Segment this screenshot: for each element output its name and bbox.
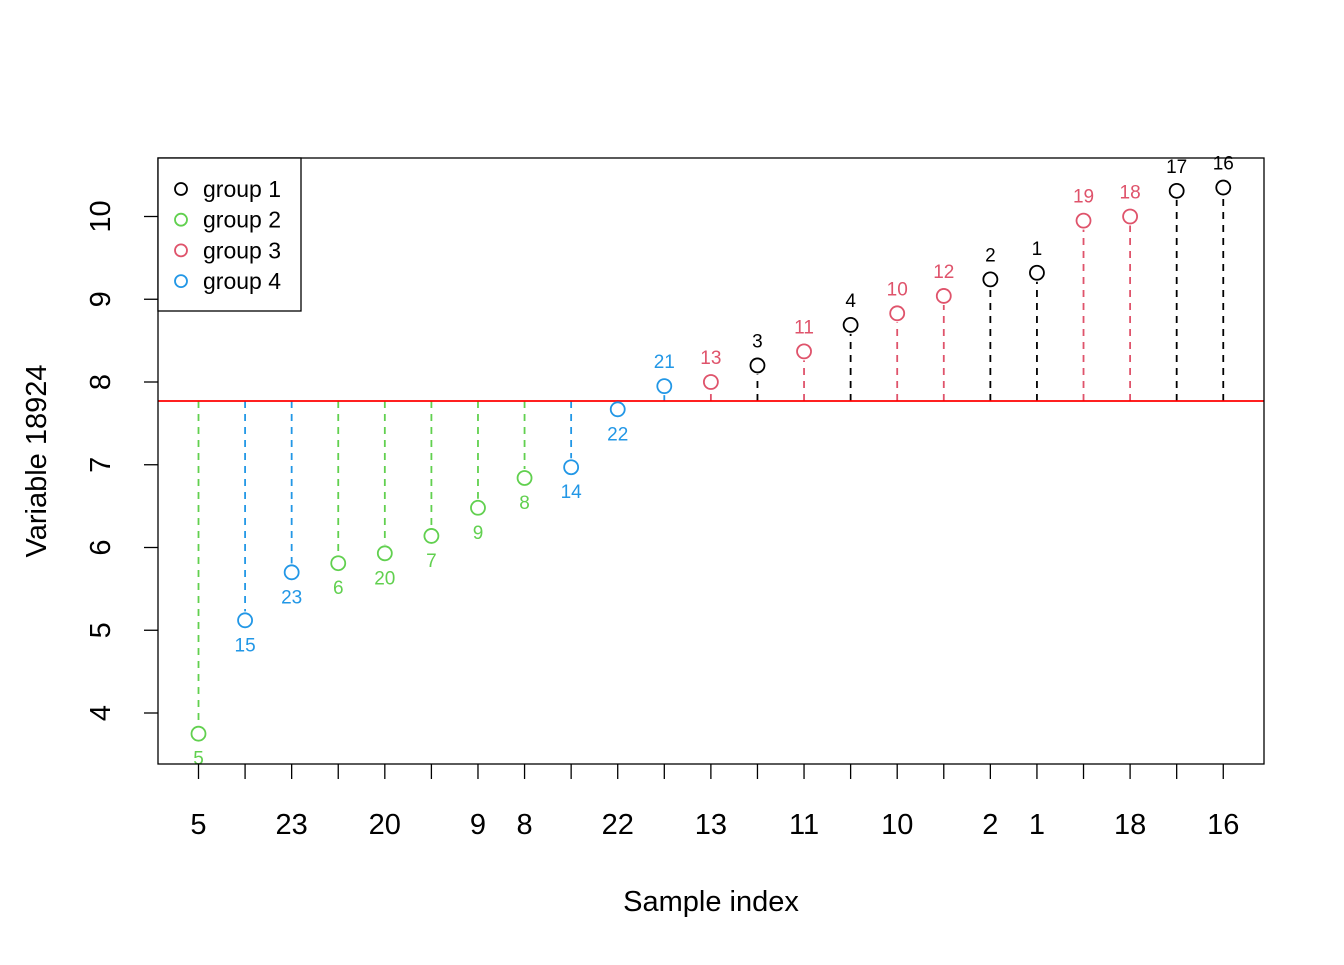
x-tick-label: 8 [516, 809, 532, 841]
x-tick-label: 2 [982, 809, 998, 841]
legend-label: group 1 [203, 176, 281, 202]
point-label: 8 [519, 493, 530, 514]
y-tick-label: 6 [85, 539, 117, 555]
legend: group 1 group 2 group 3 group 4 [157, 157, 302, 312]
y-tick-label: 7 [85, 457, 117, 473]
x-tick-label: 13 [695, 809, 727, 841]
data-point [842, 317, 859, 333]
y-tick-label: 5 [85, 622, 117, 638]
x-tick-label: 20 [369, 809, 401, 841]
point-label: 14 [561, 482, 583, 503]
plot-frame [157, 157, 1265, 765]
x-tick-label: 9 [470, 809, 486, 841]
data-point [376, 545, 393, 562]
point-label: 9 [473, 523, 484, 544]
point-label: 2 [985, 245, 996, 266]
point-label: 18 [1120, 183, 1141, 204]
point-label: 6 [333, 578, 344, 599]
x-tick-label: 5 [190, 809, 206, 841]
y-tick-label: 9 [85, 291, 117, 307]
point-label: 5 [193, 749, 204, 770]
y-tick-label: 4 [85, 705, 117, 721]
data-point [609, 401, 626, 418]
point-label: 15 [235, 635, 256, 656]
data-point [190, 725, 207, 742]
legend-marker [174, 212, 188, 227]
data-point [423, 528, 440, 544]
legend-marker [174, 274, 188, 289]
data-point [1168, 182, 1185, 199]
y-tick-label: 8 [85, 374, 117, 390]
point-label: 11 [794, 317, 814, 338]
x-tick-label: 1 [1029, 809, 1045, 841]
legend-marker [174, 243, 188, 258]
data-point [702, 374, 719, 390]
data-point [1029, 264, 1045, 281]
point-label: 16 [1213, 154, 1234, 175]
x-tick-label: 10 [881, 809, 913, 841]
data-point [237, 612, 253, 629]
data-point [516, 470, 533, 486]
legend-marker [174, 182, 188, 196]
point-label: 3 [752, 331, 763, 352]
data-point [935, 288, 952, 304]
point-label: 23 [281, 587, 302, 608]
x-axis-title: Sample index [623, 886, 799, 918]
point-label: 7 [426, 551, 437, 572]
point-label: 4 [845, 291, 856, 312]
point-label: 22 [607, 424, 628, 445]
point-label: 19 [1073, 187, 1094, 208]
data-point [656, 378, 673, 395]
data-point [563, 459, 580, 476]
point-label: 1 [1032, 239, 1043, 260]
x-tick-label: 23 [276, 809, 308, 841]
x-tick-label: 22 [602, 809, 634, 841]
data-point [1075, 212, 1092, 229]
data-point [470, 499, 486, 516]
data-point [796, 343, 812, 360]
y-tick-label: 10 [85, 200, 117, 232]
legend-label: group 3 [203, 237, 281, 263]
data-point [1215, 179, 1232, 196]
legend-label: group 2 [203, 207, 281, 233]
data-point [889, 305, 906, 322]
y-axis-title: Variable 18924 [21, 365, 53, 558]
x-tick-label: 18 [1114, 809, 1146, 841]
data-point [982, 271, 999, 288]
point-layer [190, 179, 1232, 742]
point-label: 21 [654, 352, 675, 373]
point-label: 10 [887, 279, 908, 300]
stem-layer [197, 196, 1225, 725]
data-point [749, 357, 766, 374]
point-label: 20 [374, 568, 395, 589]
x-tick-label: 16 [1207, 809, 1239, 841]
point-label: 12 [933, 262, 954, 283]
data-point [330, 555, 347, 572]
legend-label: group 4 [203, 268, 281, 294]
x-tick-label: 11 [789, 809, 819, 841]
point-label: 13 [700, 348, 721, 369]
data-point [1122, 208, 1138, 225]
data-point [283, 564, 300, 581]
point-label: 17 [1166, 157, 1187, 178]
